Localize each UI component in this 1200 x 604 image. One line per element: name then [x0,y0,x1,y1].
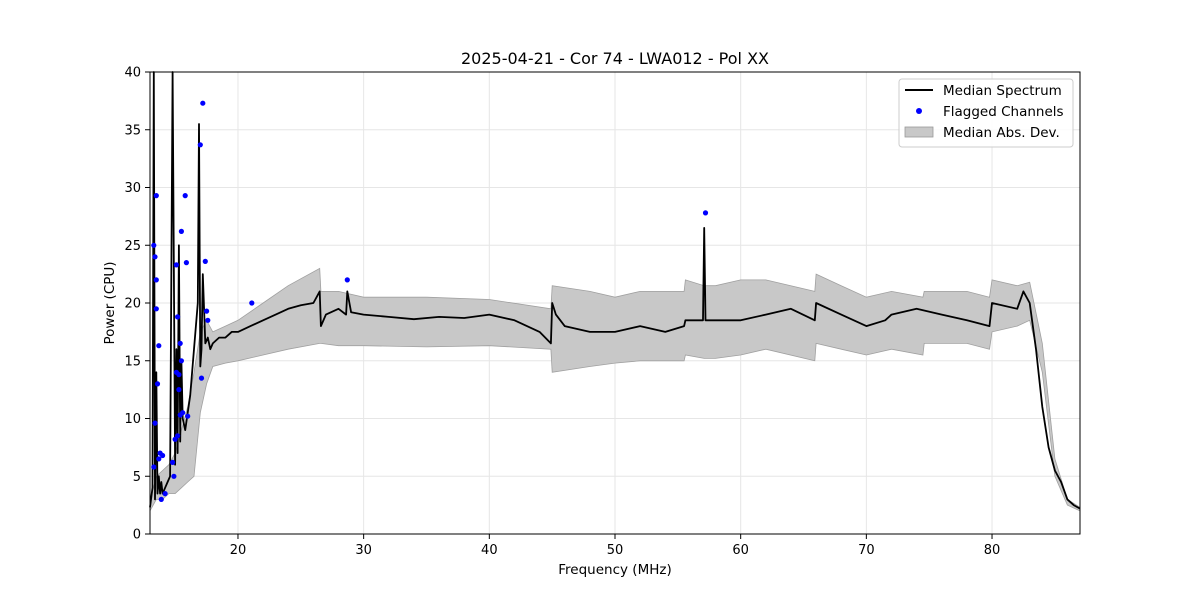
median-spectrum-layer [149,71,1081,510]
flagged-channel-point [156,343,162,349]
x-axis-label: Frequency (MHz) [558,562,671,578]
flagged-channel-point [151,242,157,248]
legend-band-swatch [904,126,934,138]
legend-label-median-abs-dev: Median Abs. Dev. [943,125,1060,141]
flagged-channel-point [198,375,205,381]
legend-label-flagged-channels: Flagged Channels [943,104,1064,120]
flagged-channel-point [344,277,350,283]
flagged-channel-point [175,314,181,320]
flagged-channel-point [178,228,184,234]
y-tick-label: 40 [124,66,141,81]
flagged-channel-point [176,387,182,393]
median-spectrum-line [149,71,1081,510]
y-tick-label: 35 [124,123,141,138]
y-tick-label: 10 [124,412,141,427]
x-tick-label: 80 [984,543,1001,558]
y-tick-label: 20 [124,297,141,312]
flagged-channel-point [177,340,183,346]
flagged-channel-point [249,300,255,306]
flagged-channel-point [158,496,164,502]
x-tick-label: 60 [732,543,749,558]
flagged-channel-point [152,254,158,260]
flagged-channels-layer [151,100,709,502]
flagged-channel-point [197,142,203,148]
y-tick-label: 25 [124,239,141,254]
y-tick-label: 15 [124,354,141,369]
flagged-channel-point [185,413,191,419]
flagged-channel-point [153,193,159,199]
legend-point-swatch [916,108,922,114]
x-tick-label: 20 [230,543,247,558]
y-tick-label: 5 [133,470,141,485]
flagged-channel-point [152,420,158,426]
flagged-channel-point [180,410,186,416]
x-tick-label: 40 [481,543,498,558]
y-tick-label: 30 [124,181,141,196]
flagged-channel-point [205,317,211,323]
flagged-channel-point [153,306,159,312]
flagged-channel-point [702,210,709,216]
legend-box [898,78,1074,148]
flagged-channel-point [154,381,161,387]
flagged-channel-point [153,277,159,283]
legend-label-median-spectrum: Median Spectrum [943,83,1062,99]
y-axis-label: Power (CPU) [102,261,118,344]
flagged-channel-point [200,100,206,106]
flagged-channel-point [170,459,176,465]
flagged-channel-point [151,464,157,470]
flagged-channel-point [183,260,189,266]
flagged-channel-point [156,456,162,462]
flagged-channel-point [176,372,182,378]
flagged-channel-point [204,308,210,314]
flagged-channel-point [162,491,168,497]
flagged-channel-point [160,452,166,459]
flagged-channel-point [202,258,208,264]
flagged-channel-point [171,473,177,479]
flagged-channel-point [175,433,181,439]
flagged-channel-point [173,262,179,268]
x-tick-label: 50 [607,543,624,558]
x-tick-label: 30 [355,543,372,558]
x-axis-ticks: 20 30 40 50 60 70 80 [230,534,1001,558]
y-tick-label: 0 [133,528,141,543]
y-axis-ticks: 0 5 10 15 20 25 30 35 40 [124,66,150,543]
legend: Median Spectrum Flagged Channels Median … [898,78,1074,148]
x-tick-label: 70 [858,543,875,558]
flagged-channel-point [178,358,184,364]
chart-title: 2025-04-21 - Cor 74 - LWA012 - Pol XX [461,49,769,68]
flagged-channel-point [182,193,188,199]
